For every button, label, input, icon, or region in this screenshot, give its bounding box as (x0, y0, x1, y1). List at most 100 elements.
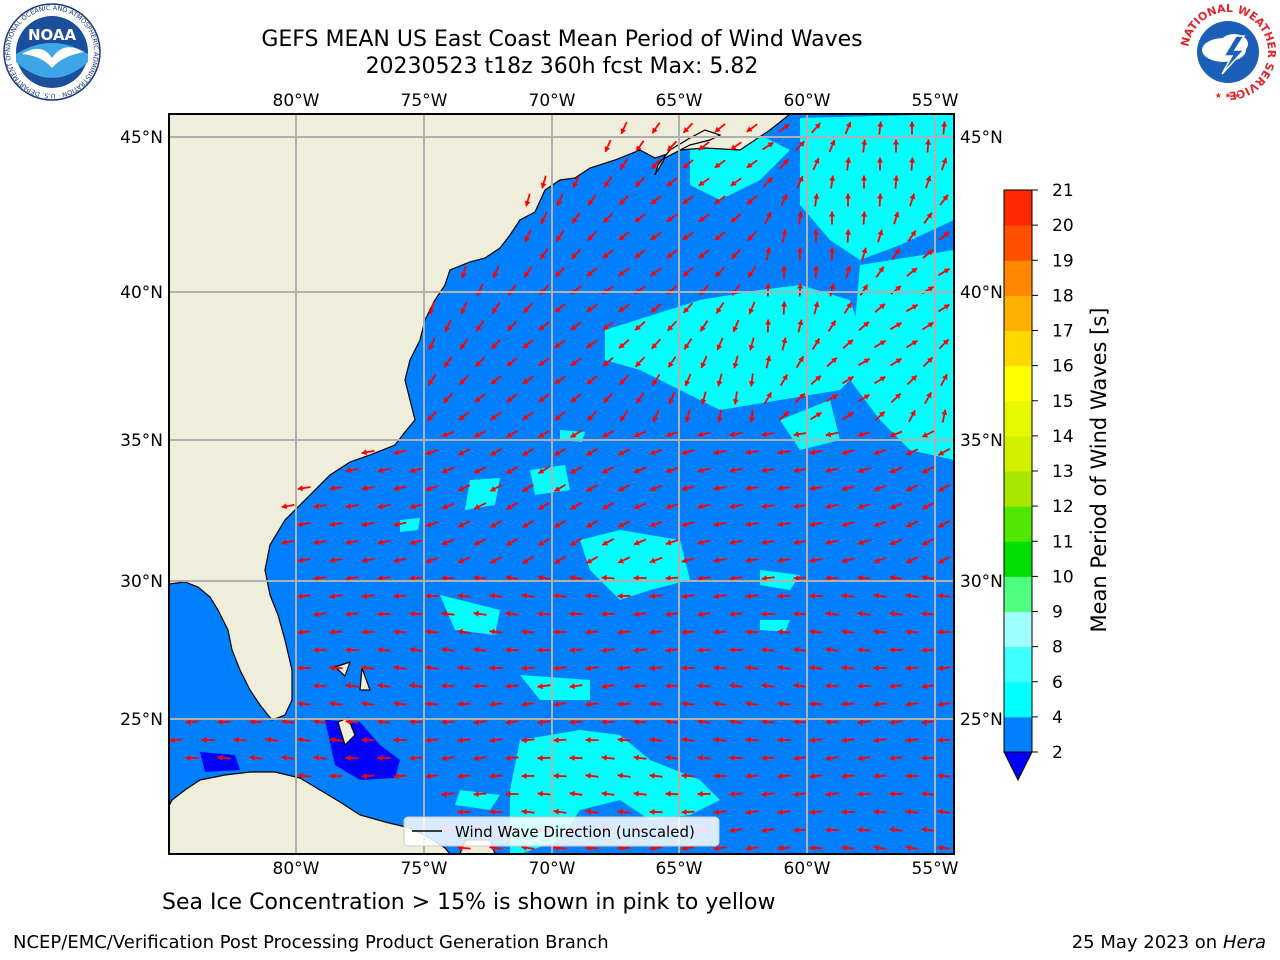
wind-arrow-head (911, 375, 917, 382)
wind-arrow-head (522, 450, 529, 456)
wind-arrow-head (829, 247, 836, 253)
chart-subtitle: 20230523 t18z 360h fcst Max: 5.82 (365, 54, 759, 79)
wind-arrow-head (715, 271, 722, 277)
wind-arrow-head (441, 539, 448, 546)
wind-arrow-head (409, 755, 415, 762)
wind-arrow-head (377, 503, 384, 510)
wind-arrow-head (873, 844, 879, 851)
wind-arrow-head (651, 163, 658, 169)
wind-arrow-head (889, 755, 895, 762)
wind-arrow-head (713, 485, 720, 492)
wind-arrow-head (713, 521, 720, 528)
wind-arrow-head (460, 343, 466, 350)
colorbar-tick-label: 12 (1052, 497, 1074, 517)
wind-arrow-head (650, 234, 657, 240)
colorbar-tick-label: 11 (1052, 532, 1074, 552)
wind-arrow-head (473, 574, 479, 581)
lon-label: 75°W (401, 91, 448, 111)
wind-arrow-head (746, 162, 753, 168)
wind-arrow-head (297, 521, 303, 528)
wind-arrow-head (729, 647, 735, 653)
wind-arrow-head (777, 449, 783, 456)
wind-arrow-head (766, 177, 773, 183)
wind-arrow-head (201, 737, 207, 743)
wind-arrow-head (409, 575, 415, 582)
wind-arrow-head (618, 558, 624, 564)
wind-arrow-head (553, 629, 559, 635)
wind-arrow-head (233, 736, 239, 743)
wind-arrow-head (905, 628, 911, 635)
wind-arrow-head (617, 701, 623, 708)
wind-arrow-head (665, 790, 671, 797)
wind-arrow-head (745, 557, 751, 564)
wind-arrow-head (716, 344, 723, 350)
wind-arrow-head (697, 575, 703, 582)
wind-arrow-head (793, 755, 799, 762)
wind-arrow-head (377, 682, 383, 689)
wind-arrow-head (441, 610, 447, 617)
period-4-6-regions (400, 114, 954, 854)
wind-arrow-head (538, 324, 545, 331)
wind-arrow-head (862, 284, 868, 291)
wind-arrow-head (460, 308, 467, 314)
colorbar-segment (1004, 295, 1032, 331)
wind-arrow-head (781, 194, 788, 200)
wind-arrow-head (649, 521, 656, 528)
wind-arrow-head (847, 339, 853, 346)
wind-arrow-head (297, 629, 303, 636)
wind-arrow-head (809, 449, 816, 456)
wind-arrow-head (634, 539, 640, 546)
wind-arrow-head (809, 521, 816, 528)
wind-arrow-head (668, 361, 674, 368)
wind-arrow-head (554, 342, 561, 348)
wind-arrow-head (666, 252, 673, 258)
wind-arrow-head (601, 754, 607, 761)
wind-arrow-head (617, 593, 623, 599)
wind-arrow-head (698, 180, 705, 186)
wind-arrow-head (889, 791, 895, 797)
wind-arrow-head (889, 683, 895, 690)
wind-arrow-head (777, 628, 783, 635)
wind-arrow-head (537, 719, 543, 726)
wind-arrow-head (925, 175, 932, 182)
wind-arrow-head (667, 325, 674, 331)
wind-arrow-head (249, 718, 255, 725)
wind-arrow-head (556, 235, 562, 242)
wind-arrow-head (554, 306, 561, 313)
wind-arrow-head (521, 665, 527, 672)
wind-arrow-head (393, 557, 400, 564)
wind-arrow-head (492, 307, 498, 314)
colorbar-tick-label: 16 (1052, 357, 1074, 377)
wind-arrow-head (617, 736, 623, 743)
wind-arrow-head (761, 827, 767, 834)
wind-arrow-head (921, 755, 927, 761)
wind-arrow-head (697, 503, 704, 510)
wind-arrow-head (893, 175, 900, 181)
wind-arrow-head (377, 467, 384, 474)
wind-arrow-head (813, 229, 819, 235)
wind-arrow-head (585, 629, 591, 636)
wind-arrow-head (937, 701, 943, 708)
wind-arrow-head (925, 139, 932, 145)
wind-arrow-head (425, 628, 431, 635)
wind-arrow-head (361, 736, 367, 743)
wind-arrow-head (697, 647, 703, 654)
wind-arrow-head (716, 417, 723, 423)
wind-arrow-head (809, 701, 815, 707)
wind-arrow-head (617, 665, 623, 672)
wind-arrow-head (537, 755, 543, 762)
wind-arrow-head (540, 218, 547, 224)
wind-arrow-head (857, 755, 863, 762)
wind-arrow-head (490, 558, 497, 564)
wind-arrow-head (649, 665, 655, 672)
wind-arrow-head (889, 574, 895, 581)
wind-arrow-head (393, 593, 399, 600)
wind-arrow-head (700, 362, 707, 368)
wind-arrow-head (474, 468, 480, 474)
wind-arrow-head (829, 283, 836, 290)
wind-arrow-head (524, 271, 530, 278)
lon-label: 70°W (529, 91, 576, 111)
wind-arrow-head (361, 557, 367, 564)
wind-arrow-head (713, 664, 719, 671)
wind-arrow-head (297, 736, 303, 743)
